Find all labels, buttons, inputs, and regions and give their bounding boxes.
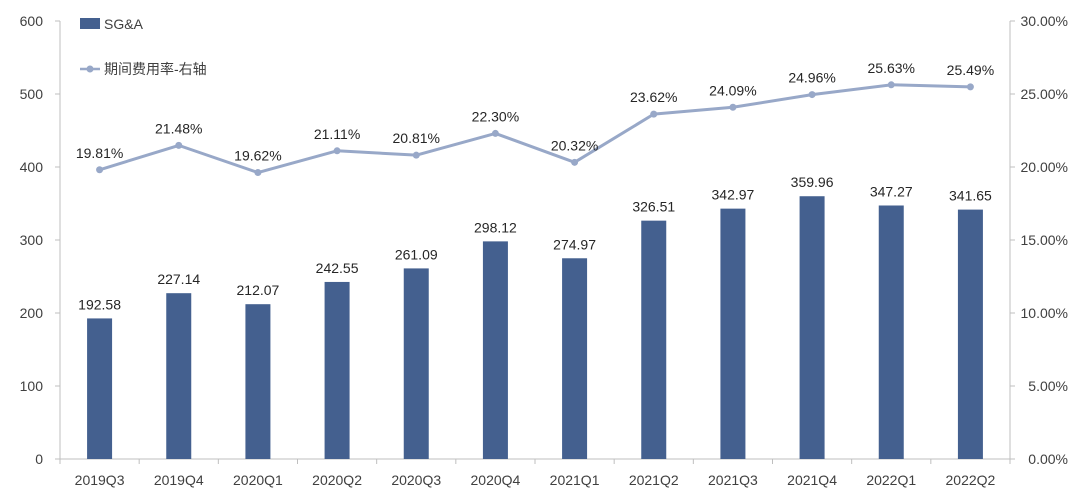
line-value-label: 22.30% [472, 108, 519, 124]
line-value-label: 21.11% [314, 126, 360, 142]
line-value-label: 24.96% [788, 70, 835, 86]
x-tick-label: 2020Q3 [391, 472, 441, 488]
line-point [491, 129, 499, 137]
line-value-label: 20.81% [393, 130, 440, 146]
line-point [808, 91, 816, 99]
right-tick-label: 0.00% [1028, 451, 1068, 467]
bar-value-label: 212.07 [237, 282, 280, 298]
bar-value-label: 341.65 [949, 188, 992, 204]
x-tick-label: 2022Q2 [946, 472, 996, 488]
line-value-label: 25.49% [947, 62, 994, 78]
left-tick-label: 400 [20, 159, 44, 175]
bar-value-label: 227.14 [157, 271, 200, 287]
bar [957, 209, 983, 459]
line-point [175, 141, 183, 149]
right-tick-label: 30.00% [1021, 13, 1068, 29]
right-tick-label: 25.00% [1021, 86, 1068, 102]
x-tick-label: 2021Q1 [550, 472, 600, 488]
bar [878, 205, 904, 459]
bar-value-label: 274.97 [553, 236, 596, 252]
x-tick-label: 2020Q2 [312, 472, 362, 488]
bar-value-label: 326.51 [632, 199, 675, 215]
line-series-path [99, 83, 971, 175]
line-point [333, 147, 341, 155]
x-tick-label: 2021Q4 [787, 472, 837, 488]
line-value-label: 19.62% [234, 148, 281, 164]
line-value-label: 24.09% [709, 82, 756, 98]
line-point [96, 166, 104, 174]
line-value-label: 19.81% [76, 145, 123, 161]
bar [403, 268, 429, 459]
bar [166, 293, 192, 459]
line-point [966, 83, 974, 91]
line-value-label: 23.62% [630, 89, 677, 105]
legend-label-line: 期间费用率-右轴 [104, 61, 207, 77]
right-tick-label: 20.00% [1021, 159, 1068, 175]
left-tick-label: 100 [20, 378, 44, 394]
line-point [729, 103, 737, 111]
bar [245, 304, 271, 459]
bar-value-label: 192.58 [78, 296, 121, 312]
bar-value-label: 359.96 [791, 174, 834, 190]
bar-series-group: 192.58 227.14 212.07 242.55 261.09 298.12 274.… [78, 174, 992, 460]
bar-value-label: 347.27 [870, 183, 913, 199]
bar-value-label: 298.12 [474, 219, 517, 235]
bar [324, 281, 350, 459]
legend-swatch-marker [86, 65, 94, 73]
x-tick-label: 2020Q4 [471, 472, 521, 488]
left-tick-label: 200 [20, 305, 44, 321]
x-tick-label: 2020Q1 [233, 472, 283, 488]
x-tick-label: 2019Q4 [154, 472, 204, 488]
line-series-group: 19.81% 21.48% 19.62% 21.11% 20.81% 22.30% 20.3… [76, 60, 994, 177]
line-point [412, 151, 420, 159]
line-point [650, 110, 658, 118]
bar [799, 196, 825, 460]
bar [562, 258, 588, 459]
x-tick-label: 2021Q3 [708, 472, 758, 488]
line-point [571, 158, 579, 166]
axes-group: 0 100 200 300 400 500 600 0.00% 5.00% 10.00% 15.00… [20, 13, 1068, 488]
bar [641, 220, 667, 459]
right-tick-label: 5.00% [1028, 378, 1068, 394]
right-tick-label: 10.00% [1021, 305, 1068, 321]
legend-label-bar: SG&A [104, 16, 144, 32]
line-point [254, 169, 262, 177]
left-tick-label: 500 [20, 86, 44, 102]
right-tick-label: 15.00% [1021, 232, 1068, 248]
bar [720, 208, 746, 459]
left-tick-label: 600 [20, 13, 44, 29]
line-point [887, 81, 895, 89]
line-value-label: 21.48% [155, 120, 202, 136]
x-tick-label: 2019Q3 [75, 472, 125, 488]
bar-value-label: 242.55 [316, 260, 359, 276]
bar-value-label: 342.97 [712, 187, 755, 203]
line-value-label: 25.63% [868, 60, 915, 76]
bar [482, 241, 508, 459]
legend-swatch-bar [80, 18, 100, 29]
bar [87, 318, 113, 459]
bar-value-label: 261.09 [395, 246, 438, 262]
x-tick-label: 2022Q1 [866, 472, 916, 488]
legend: SG&A 期间费用率-右轴 [80, 16, 207, 77]
left-tick-label: 0 [35, 451, 43, 467]
line-value-label: 20.32% [551, 137, 598, 153]
left-tick-label: 300 [20, 232, 44, 248]
x-tick-label: 2021Q2 [629, 472, 679, 488]
